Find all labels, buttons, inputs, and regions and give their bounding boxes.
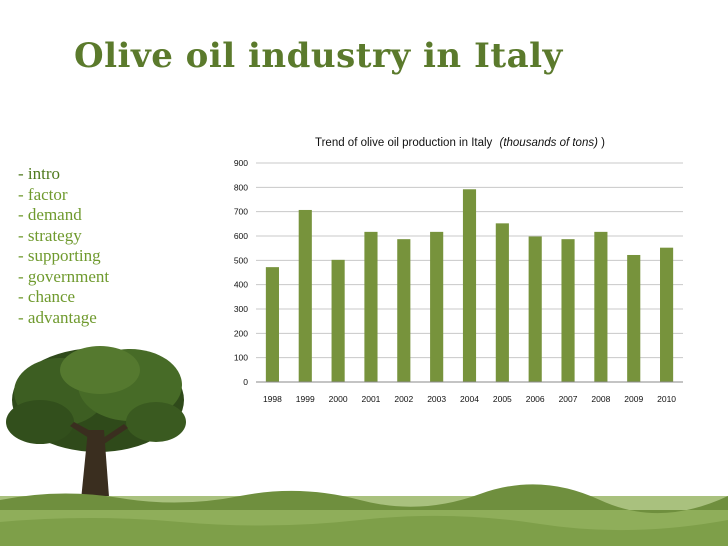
y-tick-label: 0 (243, 377, 248, 387)
chart-title-unit: (thousands of tons) (499, 137, 598, 149)
chart: Trend of olive oil production in Italy (… (200, 128, 700, 418)
x-tick-label: 2006 (526, 394, 545, 404)
x-axis-ticks: 1998 1999 2000 2001 2002 2003 2004 2005 2006 2007… (263, 394, 676, 404)
x-tick-label: 2005 (493, 394, 512, 404)
y-tick-label: 900 (234, 158, 248, 168)
y-tick-label: 100 (234, 353, 248, 363)
topic-nav: - intro - factor - demand - strategy - suppo… (18, 164, 109, 328)
x-tick-label: 2000 (329, 394, 348, 404)
bar-1999 (298, 209, 312, 382)
nav-item-government[interactable]: - government (18, 266, 110, 286)
y-tick-label: 800 (234, 182, 248, 192)
bar-2001 (364, 231, 378, 382)
y-tick-label: 300 (234, 304, 248, 314)
x-tick-label: 1998 (263, 394, 282, 404)
bar-2005 (495, 223, 509, 382)
y-tick-label: 500 (234, 255, 248, 265)
nav-item-factor[interactable]: - factor (18, 184, 68, 204)
nav-item-supporting[interactable]: - supporting (18, 246, 101, 265)
y-axis-ticks: 0 100 200 300 400 500 600 700 800 900 (234, 158, 248, 387)
x-tick-label: 2008 (591, 394, 610, 404)
nav-item-demand[interactable]: - demand (18, 205, 82, 224)
bar-1998 (265, 267, 279, 382)
x-tick-label: 2004 (460, 394, 479, 404)
y-tick-label: 600 (234, 231, 248, 241)
chart-title-main: Trend of olive oil production in Italy (315, 137, 493, 149)
slide-title: Olive oil industry in Italy (74, 36, 563, 76)
bars (265, 189, 674, 382)
y-tick-label: 400 (234, 280, 248, 290)
chart-title: Trend of olive oil production in Italy (… (315, 137, 605, 149)
bar-2002 (397, 239, 411, 382)
x-tick-label: 2001 (362, 394, 381, 404)
bar-2004 (462, 189, 477, 382)
bar-chart: Trend of olive oil production in Italy (… (234, 137, 683, 404)
x-tick-label: 1999 (296, 394, 315, 404)
x-tick-label: 2007 (559, 394, 578, 404)
bar-2003 (430, 231, 444, 382)
bar-2010 (660, 247, 674, 382)
x-tick-label: 2009 (624, 394, 643, 404)
y-tick-label: 200 (234, 328, 248, 338)
nav-item-chance[interactable]: - chance (18, 287, 76, 306)
nav-item-advantage[interactable]: - advantage (18, 307, 97, 327)
grass-field-image (0, 484, 728, 546)
bar-2008 (594, 231, 608, 382)
olive-tree-image (6, 346, 186, 510)
x-tick-label: 2003 (427, 394, 446, 404)
x-tick-label: 2010 (657, 394, 676, 404)
x-tick-label: 2002 (394, 394, 413, 404)
y-tick-label: 700 (234, 207, 248, 217)
nav-item-intro[interactable]: - intro (18, 164, 61, 183)
bar-2009 (627, 254, 641, 382)
bar-2000 (331, 259, 345, 382)
bar-2007 (561, 239, 575, 382)
chart-title-close: ) (601, 137, 605, 149)
bar-2006 (528, 236, 542, 382)
nav-item-strategy[interactable]: - strategy (18, 225, 82, 245)
